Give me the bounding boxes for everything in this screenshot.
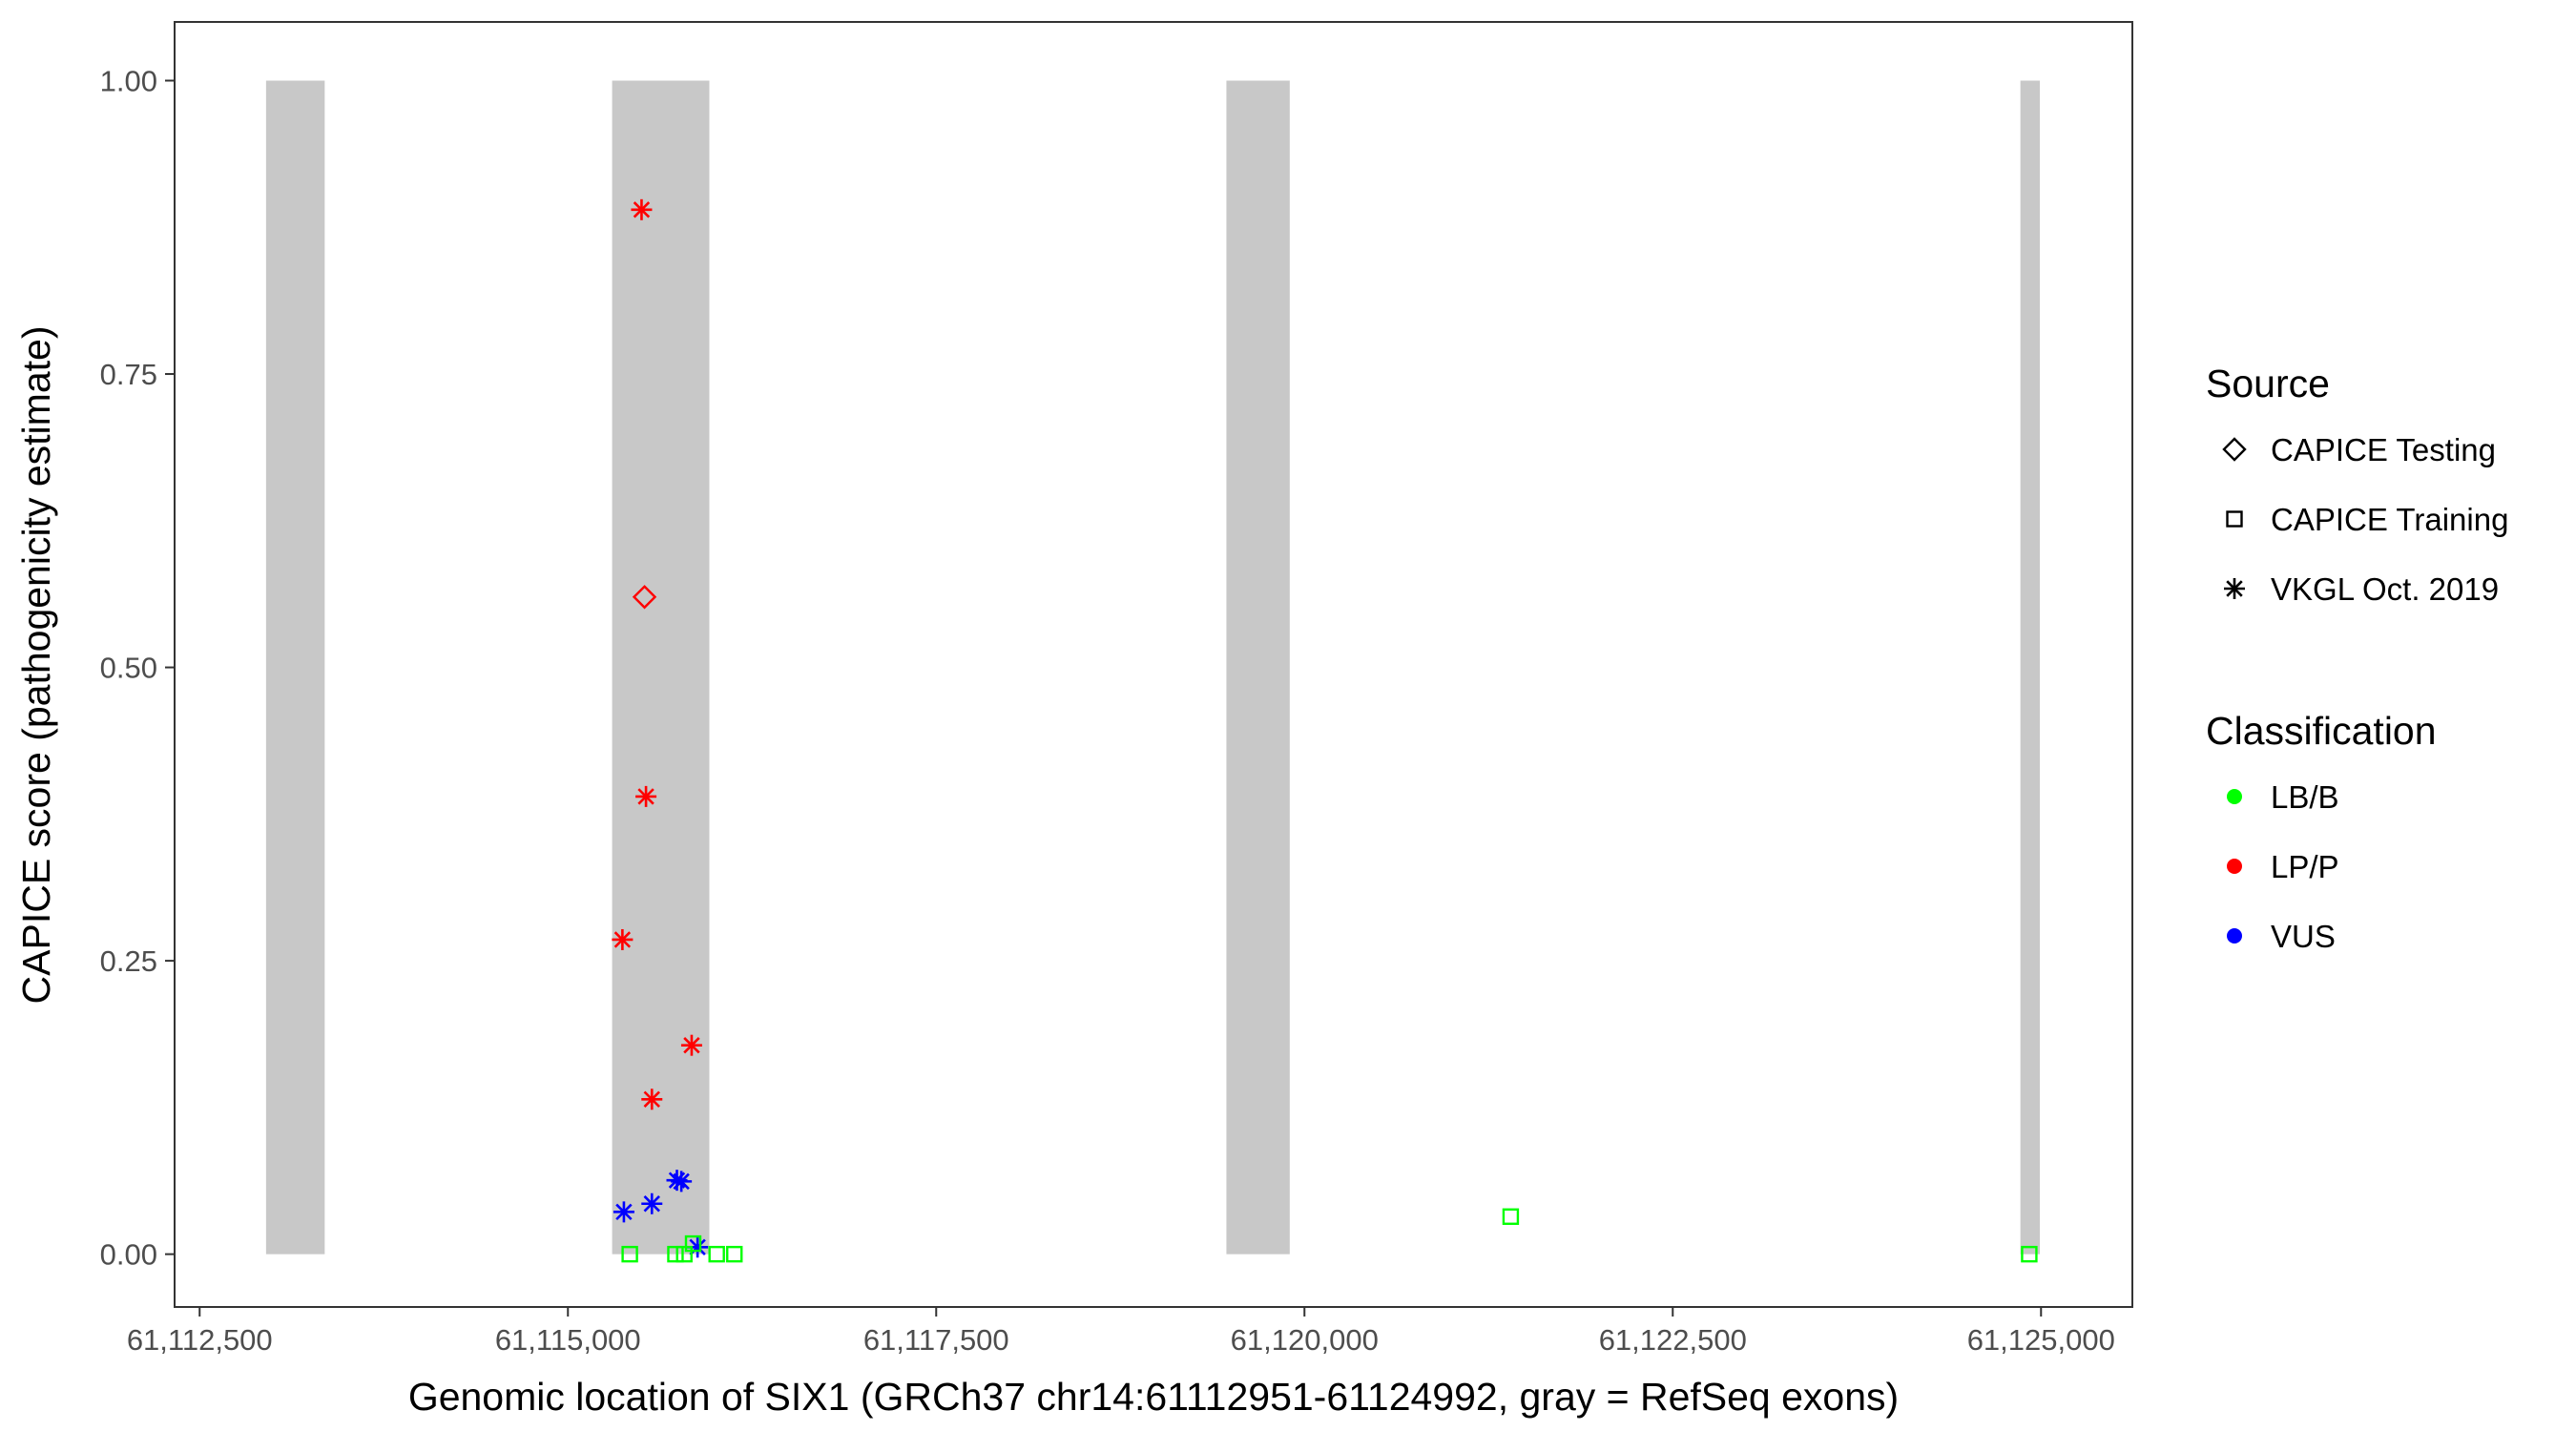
x-tick-label: 61,122,500 — [1599, 1323, 1747, 1357]
legend-source-items: CAPICE Testing CAPICE Training VKGL Oct. 2… — [2222, 432, 2508, 607]
legend-color-dot — [2227, 859, 2242, 874]
data-point-14 — [675, 1245, 693, 1263]
data-point-19 — [2021, 1245, 2038, 1263]
legend-source-label: CAPICE Testing — [2271, 432, 2496, 467]
x-tick-label: 61,115,000 — [495, 1323, 641, 1357]
data-point-2 — [632, 585, 657, 610]
legend-source-label: CAPICE Training — [2271, 502, 2508, 537]
data-point-12 — [621, 1245, 638, 1263]
legend-asterisk-key — [2224, 578, 2245, 599]
legend-class-label: LB/B — [2271, 779, 2339, 815]
data-point-17 — [726, 1245, 743, 1263]
data-points — [612, 198, 2038, 1263]
legend-square-key — [2226, 510, 2243, 528]
legend-class-item: LB/B — [2227, 779, 2339, 815]
x-tick-label: 61,117,500 — [863, 1323, 1009, 1357]
x-tick-label: 61,125,000 — [1967, 1323, 2115, 1357]
x-tick-label: 61,112,500 — [127, 1323, 273, 1357]
exon-band-1 — [265, 80, 325, 1255]
data-point-18 — [1502, 1208, 1520, 1225]
data-point-11 — [687, 1236, 709, 1258]
y-axis-title: CAPICE score (pathogenicity estimate) — [14, 326, 58, 1005]
legend-class-item: LP/P — [2227, 849, 2339, 884]
legend-source-item: CAPICE Training — [2226, 502, 2508, 537]
x-axis: 61,112,500 61,115,000 61,117,500 61,120,000… — [127, 1307, 2115, 1357]
data-point-5 — [680, 1034, 702, 1056]
data-point-15 — [684, 1234, 702, 1253]
legend-source-item: CAPICE Testing — [2222, 432, 2496, 467]
legend-class-label: VUS — [2271, 919, 2336, 954]
data-point-6 — [641, 1089, 663, 1110]
legend-classification-items: LB/B LP/P VUS — [2227, 779, 2339, 954]
legend-diamond-key — [2222, 437, 2247, 462]
exon-bands — [265, 80, 2041, 1255]
data-point-13 — [667, 1245, 684, 1263]
exon-band-2 — [612, 80, 710, 1255]
x-axis-title: Genomic location of SIX1 (GRCh37 chr14:6… — [408, 1375, 1899, 1419]
legend-color-dot — [2227, 789, 2242, 804]
legend: Source CAPICE Testing CAPICE Training VKGL… — [2206, 362, 2508, 954]
y-tick-label: 0.00 — [100, 1238, 157, 1272]
data-point-10 — [613, 1201, 634, 1223]
x-tick-label: 61,120,000 — [1231, 1323, 1379, 1357]
y-tick-label: 0.25 — [100, 944, 157, 978]
data-point-4 — [612, 928, 634, 950]
data-point-1 — [631, 198, 653, 220]
legend-source-title: Source — [2206, 362, 2330, 405]
plot-panel-border — [174, 21, 2133, 1308]
y-tick-label: 0.50 — [100, 652, 157, 685]
legend-classification-title: Classification — [2206, 709, 2437, 753]
exon-band-3 — [1226, 80, 1290, 1255]
legend-class-label: LP/P — [2271, 849, 2339, 884]
data-point-8 — [671, 1171, 693, 1192]
data-point-16 — [708, 1245, 725, 1263]
data-point-3 — [635, 785, 657, 807]
legend-class-item: VUS — [2227, 919, 2336, 954]
exon-band-4 — [2020, 80, 2041, 1255]
y-axis: 0.00 0.25 0.50 0.75 1.00 — [100, 65, 175, 1272]
legend-source-label: VKGL Oct. 2019 — [2271, 571, 2499, 607]
data-point-9 — [641, 1192, 663, 1214]
y-tick-label: 1.00 — [100, 65, 157, 98]
legend-source-item: VKGL Oct. 2019 — [2224, 571, 2499, 607]
y-tick-label: 0.75 — [100, 358, 157, 391]
legend-color-dot — [2227, 928, 2242, 944]
